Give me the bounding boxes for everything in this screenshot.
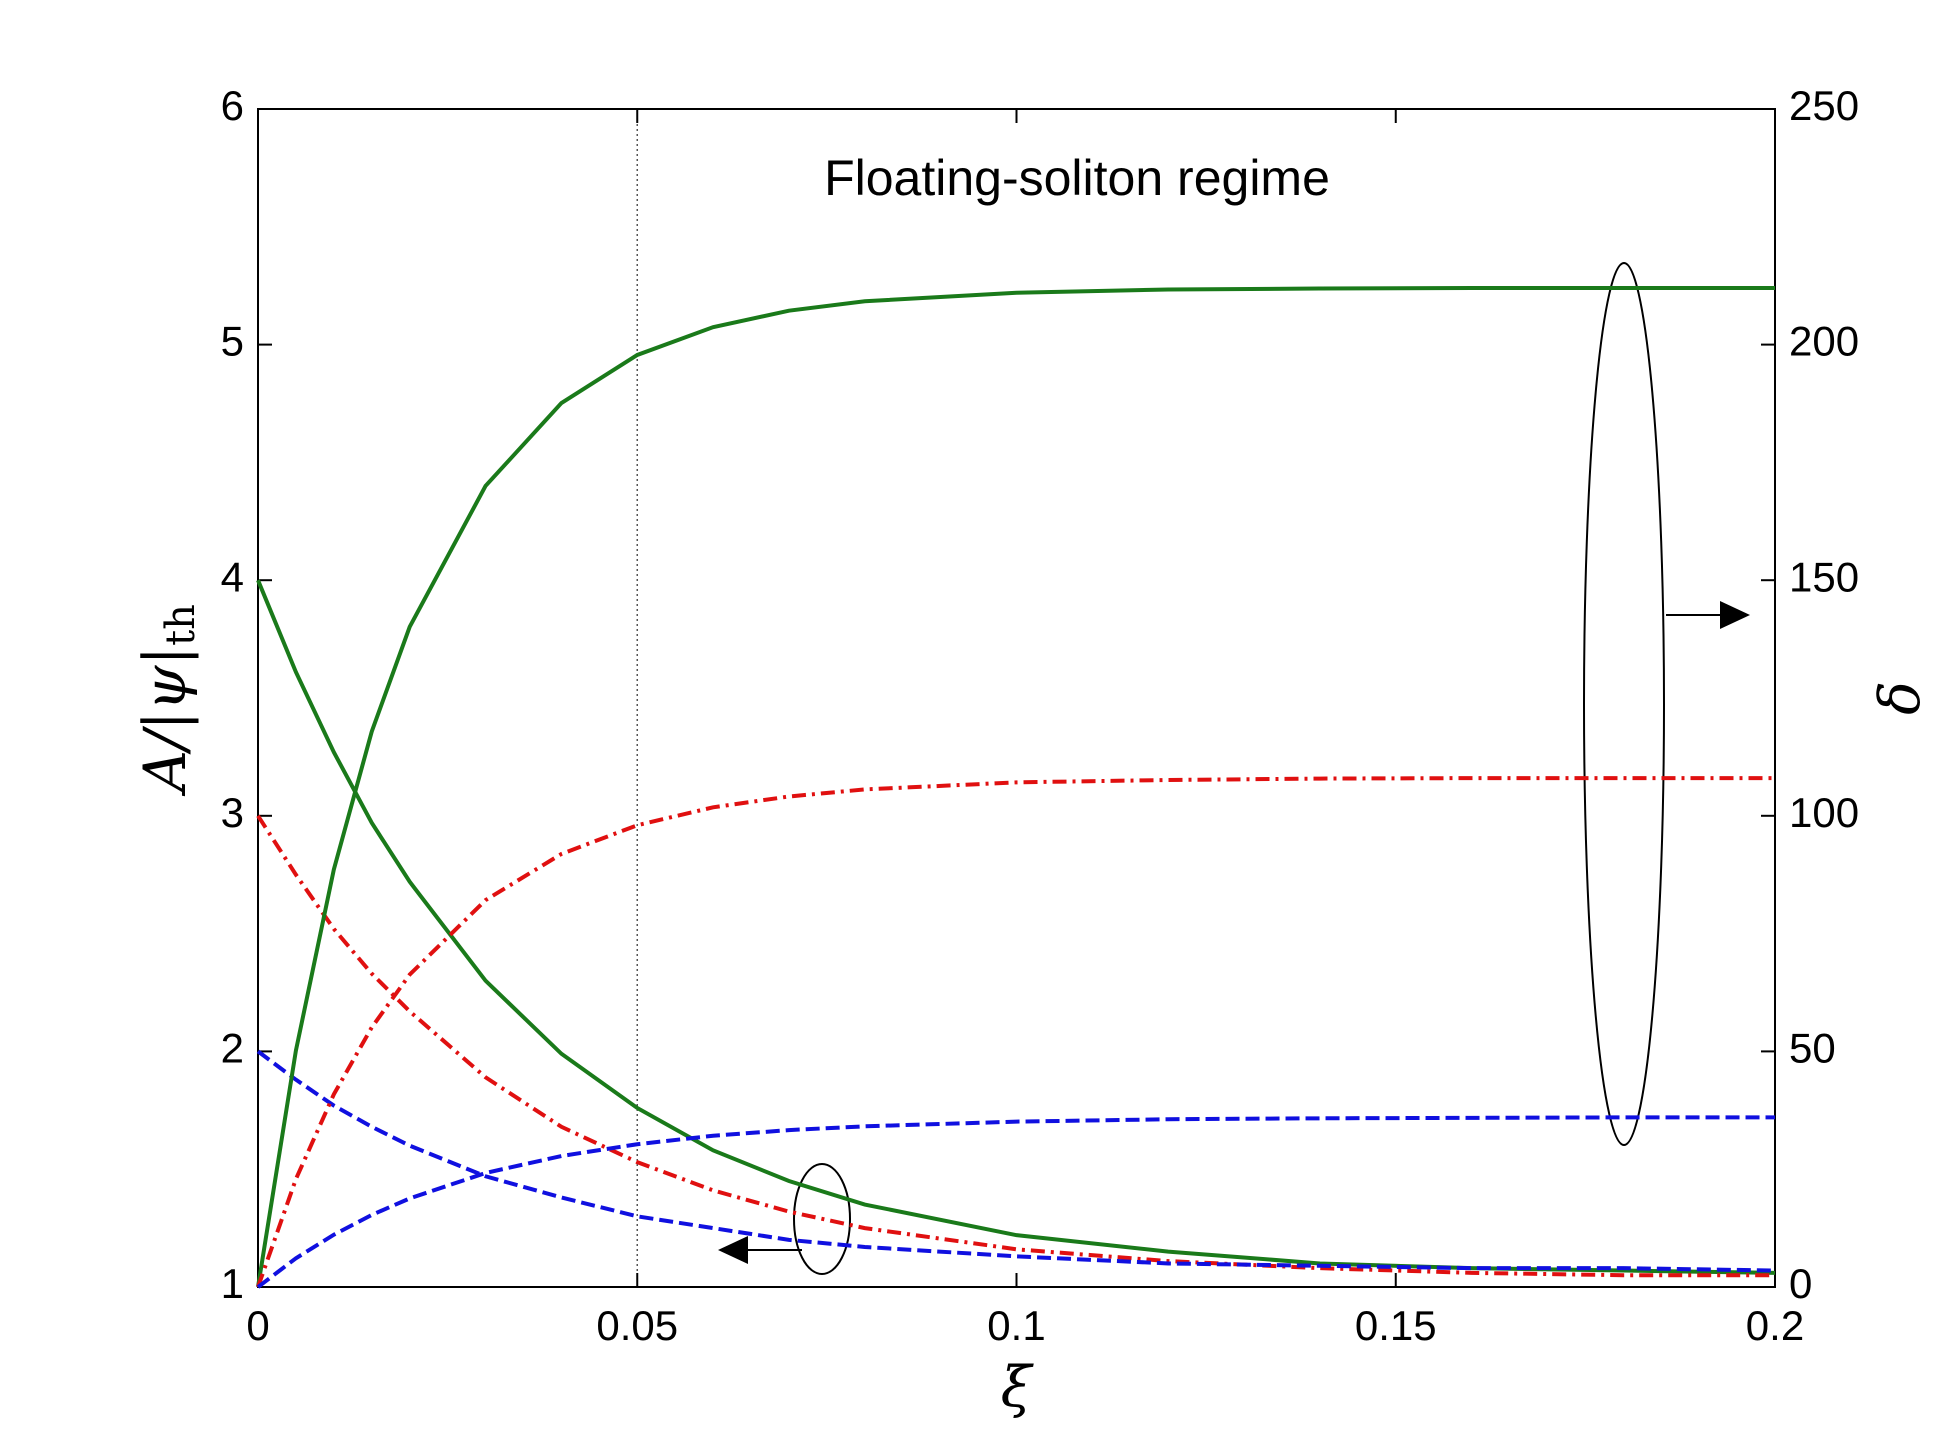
- y2-tick-label: 0: [1789, 1260, 1812, 1307]
- y-tick-label: 6: [221, 82, 244, 129]
- x-tick-label: 0.2: [1746, 1302, 1804, 1349]
- x-tick-label: 0.1: [987, 1302, 1045, 1349]
- y-axis-label-main: A/|ψ|: [131, 646, 199, 797]
- y2-tick-label: 200: [1789, 318, 1859, 365]
- x-tick-label: 0.15: [1355, 1302, 1437, 1349]
- y-tick-label: 5: [221, 318, 244, 365]
- arrow-head: [718, 1236, 748, 1264]
- x-tick-label: 0.05: [596, 1302, 678, 1349]
- y-axis-label-sub: th: [158, 604, 204, 646]
- annotation: Floating-soliton regime: [824, 150, 1330, 206]
- y2-tick-label: 150: [1789, 553, 1859, 600]
- y2-tick-label: 100: [1789, 789, 1859, 836]
- series-line: [256, 776, 1775, 1288]
- series-line: [256, 814, 1775, 1278]
- series-line: [256, 1049, 1776, 1273]
- x-tick-label: 0: [246, 1302, 269, 1349]
- series-line: [256, 286, 1775, 1288]
- group-ellipse: [793, 1163, 851, 1275]
- y-tick-label: 2: [221, 1024, 244, 1071]
- arrow-head: [1720, 601, 1750, 629]
- y2-tick-label: 50: [1789, 1024, 1836, 1071]
- y-tick-label: 3: [221, 789, 244, 836]
- y2-axis-label: δ: [1869, 681, 1934, 715]
- y-tick-label: 1: [221, 1260, 244, 1307]
- y-axis-label: A/|ψ|th: [131, 604, 204, 797]
- group-ellipse: [1583, 262, 1665, 1146]
- x-axis-label: ξ: [1001, 1356, 1035, 1421]
- y-tick-label: 4: [221, 553, 244, 600]
- series-line: [256, 1115, 1775, 1289]
- y2-tick-label: 250: [1789, 82, 1859, 129]
